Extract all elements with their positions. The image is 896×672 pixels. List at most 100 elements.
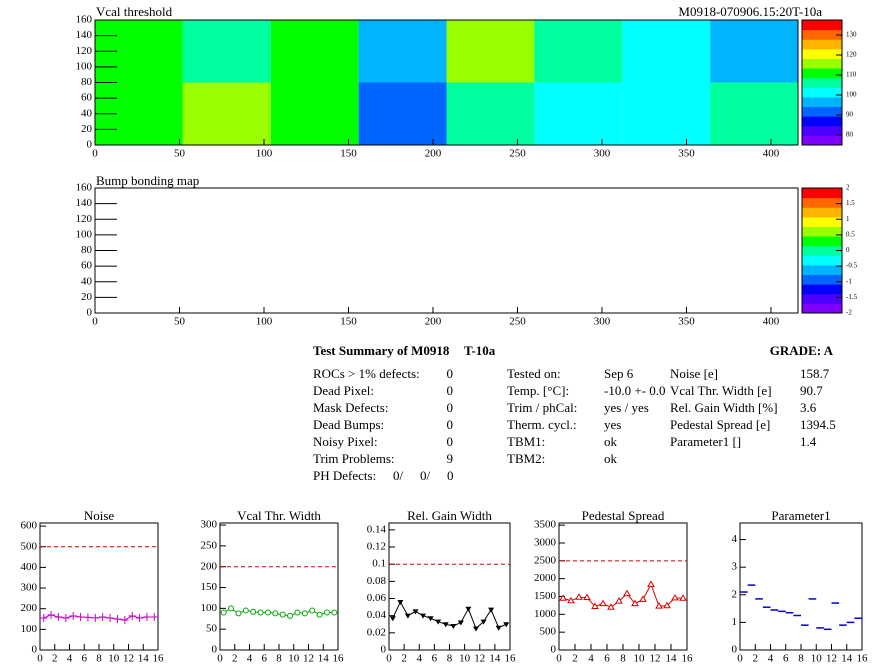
colorbar-label: 80 — [846, 131, 854, 139]
marker — [257, 609, 264, 616]
heatmap-cell — [446, 82, 535, 145]
y-tick-label: 0 — [732, 644, 738, 656]
heatmap-cell — [358, 20, 447, 83]
marker — [54, 612, 63, 621]
colorbar-step — [802, 264, 842, 276]
x-tick-label: 6 — [82, 653, 88, 665]
y-tick-label: 500 — [540, 626, 557, 638]
y-tick-label: 150 — [201, 581, 218, 593]
colorbar-label: 130 — [846, 31, 857, 39]
summary-tag: T-10a — [464, 343, 496, 358]
marker — [639, 595, 647, 602]
x-tick-label: 300 — [594, 316, 611, 328]
heatmap-cell — [182, 82, 271, 145]
marker — [323, 609, 330, 616]
marker — [591, 602, 599, 609]
colorbar-label: 0 — [846, 246, 850, 254]
marker-part — [663, 601, 671, 609]
colorbar-label: -1 — [846, 277, 852, 285]
x-tick-label: 6 — [262, 653, 268, 665]
x-tick-label: 250 — [509, 316, 526, 328]
x-tick-label: 2 — [753, 653, 759, 665]
marker — [47, 610, 55, 619]
x-tick-label: 6 — [432, 653, 438, 665]
marker — [150, 612, 158, 621]
colorbar-step — [802, 216, 842, 227]
x-tick-label: 2 — [572, 653, 578, 665]
colorbar-step — [802, 255, 842, 266]
colorbar-step — [802, 58, 842, 69]
y-tick-label: 0.12 — [367, 541, 386, 553]
colorbar-step — [802, 226, 842, 237]
marker-part — [442, 622, 449, 628]
summary-label: Mask Defects: — [313, 400, 388, 415]
chart-title: Parameter1 — [771, 508, 830, 523]
x-tick-label: 150 — [340, 148, 357, 160]
summary-value: ok — [604, 434, 618, 449]
marker — [309, 607, 316, 614]
colorbar-step — [802, 135, 842, 146]
x-tick-label: 14 — [138, 653, 150, 665]
x-tick-label: 0 — [92, 316, 98, 328]
marker — [575, 593, 583, 600]
summary-value: 9 — [447, 451, 454, 466]
marker-part — [412, 609, 419, 615]
colorbar-step — [802, 20, 842, 31]
y-tick-label: 1500 — [534, 590, 557, 602]
x-tick-label: 0 — [217, 653, 223, 665]
colorbar-step — [802, 48, 842, 59]
marker — [442, 622, 449, 628]
y-tick-label: 100 — [21, 623, 38, 635]
colorbar-step — [802, 116, 842, 127]
marker — [503, 622, 510, 628]
y-tick-label: 0 — [381, 644, 387, 656]
heatmap-cell — [622, 82, 711, 145]
colorbar-label: 90 — [846, 111, 854, 119]
heatmap-cell — [622, 20, 711, 83]
x-tick-label: 8 — [620, 653, 626, 665]
marker — [279, 611, 286, 618]
marker-part — [228, 605, 235, 612]
heatmap-cell — [270, 82, 359, 145]
marker — [128, 611, 136, 620]
y-tick-label: 40 — [81, 107, 93, 119]
x-tick-label: 4 — [768, 653, 774, 665]
y-tick-label: 500 — [21, 540, 38, 552]
marker-part — [503, 622, 510, 628]
colorbar-step — [802, 106, 842, 117]
marker — [599, 599, 607, 607]
marker-part — [427, 616, 434, 622]
heatmap-cell — [182, 20, 271, 83]
marker-part — [331, 609, 338, 616]
summary-value: 90.7 — [800, 383, 823, 398]
x-tick-label: 16 — [333, 653, 345, 665]
x-tick-label: 200 — [425, 316, 442, 328]
y-tick-label: 60 — [81, 260, 93, 272]
x-tick-label: 2 — [401, 653, 407, 665]
colorbar-frame — [801, 19, 843, 146]
plot-frame — [39, 522, 159, 651]
marker — [583, 593, 591, 601]
colorbar-label: 2 — [846, 184, 850, 192]
colorbar-step — [802, 303, 842, 314]
marker — [450, 623, 457, 629]
y-tick-label: 100 — [76, 228, 93, 240]
marker-part — [316, 611, 323, 618]
summary-value: 0 — [447, 366, 454, 381]
marker — [113, 615, 122, 624]
marker — [99, 612, 107, 621]
plot-frame — [739, 522, 863, 651]
x-tick-label: 350 — [678, 316, 695, 328]
x-tick-label: 4 — [588, 653, 594, 665]
y-tick-label: 2000 — [534, 572, 557, 584]
marker-part — [389, 616, 396, 622]
x-tick-label: 2 — [52, 653, 58, 665]
marker-part — [465, 606, 472, 612]
y-tick-label: 0.14 — [367, 523, 387, 535]
marker — [106, 613, 114, 622]
y-tick-label: 140 — [76, 29, 93, 41]
x-tick-label: 8 — [96, 653, 102, 665]
marker — [655, 602, 663, 609]
marker-part — [323, 609, 330, 616]
x-tick-label: 0 — [386, 653, 392, 665]
